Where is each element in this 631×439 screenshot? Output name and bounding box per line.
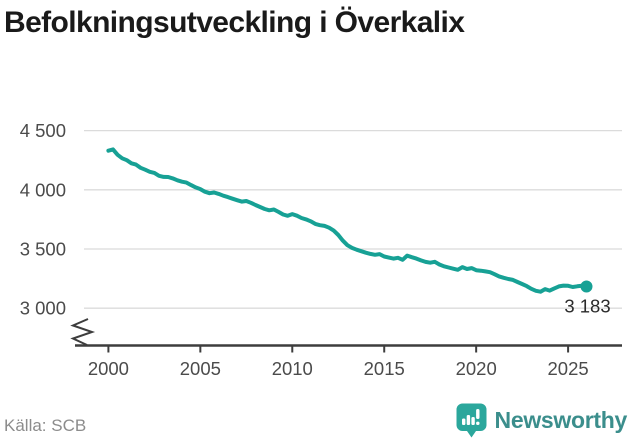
x-tick-label-2020: 2020 (456, 358, 497, 379)
x-tick-label-2000: 2000 (88, 358, 129, 379)
chart-title: Befolkningsutveckling i Överkalix (4, 6, 465, 39)
newsworthy-logo[interactable]: Newsworthy (456, 402, 627, 438)
x-tick-label-2025: 2025 (548, 358, 589, 379)
newsworthy-bubble-chart-icon (456, 403, 487, 437)
y-tick-label-3000: 3 000 (20, 298, 66, 319)
newsworthy-wordmark: Newsworthy (494, 406, 628, 433)
last-value-annotation: 3 183 (564, 296, 610, 317)
axis-break-icon (70, 318, 96, 346)
population-series-line (106, 147, 589, 294)
x-tick-label-2010: 2010 (272, 358, 313, 379)
y-tick-label-4000: 4 000 (20, 179, 66, 200)
x-tick-label-2015: 2015 (364, 358, 405, 379)
source-caption: Källa: SCB (4, 416, 87, 435)
y-tick-label-3500: 3 500 (20, 239, 66, 260)
last-point-marker (580, 280, 593, 293)
x-tick-label-2005: 2005 (180, 358, 221, 379)
y-tick-label-4500: 4 500 (20, 120, 66, 141)
